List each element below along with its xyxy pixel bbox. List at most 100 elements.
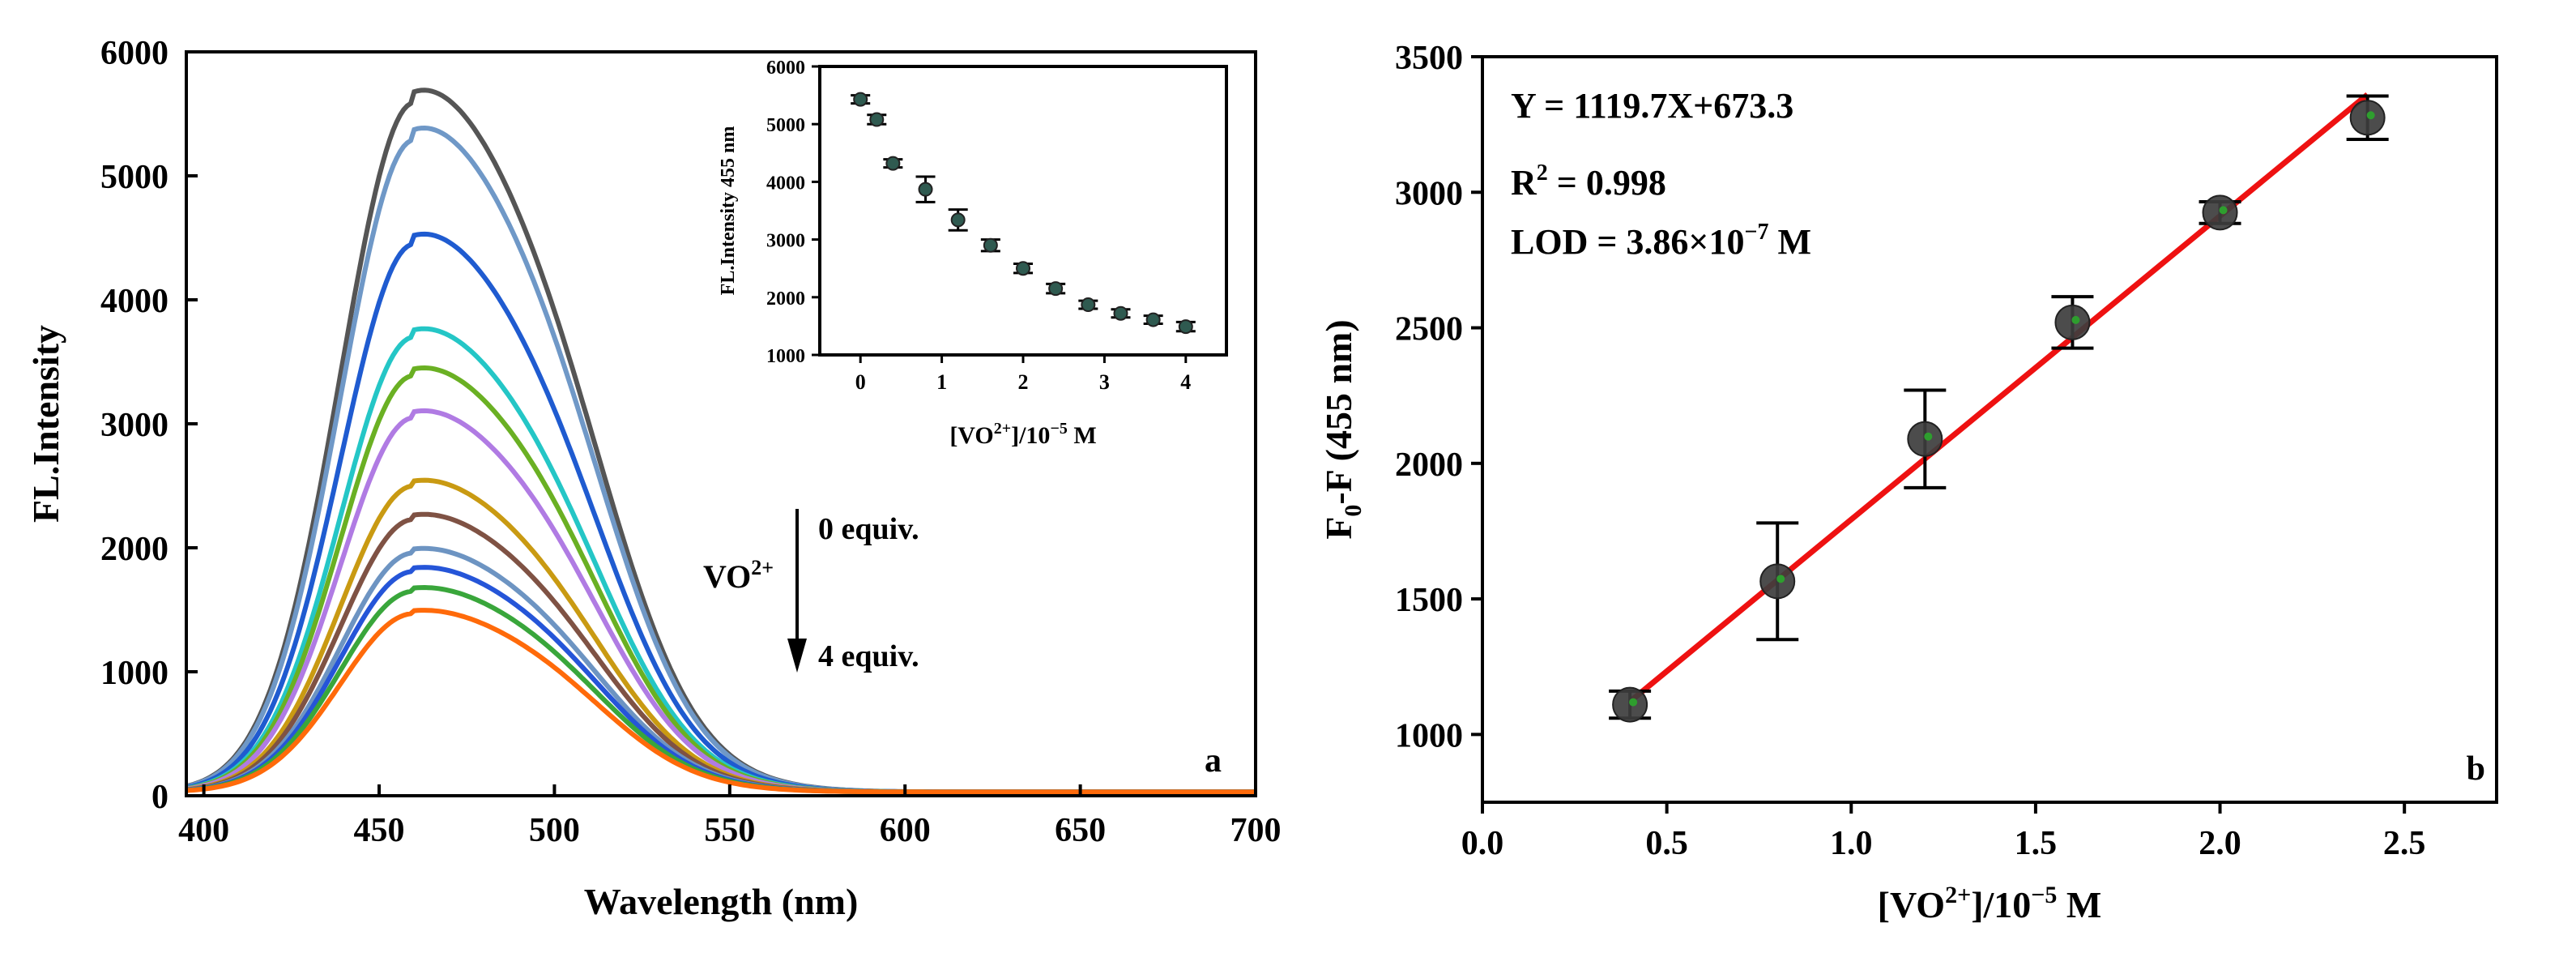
panel-b-xlabel-sup2: −5 — [2031, 882, 2057, 908]
inset-point — [950, 212, 966, 228]
panel-b-ytick-label: 3000 — [1395, 175, 1463, 212]
panel-b-r2-sup: 2 — [1537, 160, 1548, 186]
annotation-ion-base: VO — [703, 558, 751, 595]
inset-xlabel: [VO2+]/10−5 M — [949, 420, 1096, 449]
panel-a-ytick-label: 5000 — [100, 159, 168, 196]
inset-xlabel-sup1: 2+ — [994, 420, 1011, 438]
panel-b-ytick-label: 1000 — [1395, 717, 1463, 754]
spectrum-line-11 — [186, 608, 1256, 795]
inset-point — [1145, 312, 1161, 327]
panel-a-xtick-label: 700 — [1230, 812, 1282, 849]
inset-xlabel-base: [VO — [949, 422, 993, 449]
inset-xtick-label: 4 — [1180, 370, 1191, 394]
inset-ytick-label: 1000 — [766, 346, 805, 367]
panel-b-r2-end: = 0.998 — [1548, 163, 1666, 203]
panel-a-ytick-label: 0 — [151, 779, 168, 816]
panel-b-lod-base: LOD = 3.86×10 — [1511, 222, 1745, 262]
inset-points-group — [851, 92, 1196, 335]
data-point-center — [2219, 206, 2228, 215]
data-point-center — [2071, 315, 2080, 324]
panel-b-xtick-label: 1.5 — [2015, 825, 2058, 862]
inset-ytick-label: 5000 — [766, 115, 805, 136]
inset-point — [1113, 305, 1128, 321]
panel-b-lod-sup: −7 — [1745, 220, 1769, 245]
panel-a-ytick-label: 2000 — [100, 531, 168, 568]
panel-a-axes: 400 450 500 550 600 650 700 0 1000 2000 3000 4000 50… — [100, 35, 1282, 849]
annotation-ion-superscript: 2+ — [751, 556, 774, 579]
inset-point — [853, 92, 868, 107]
inset-point — [1048, 281, 1064, 297]
panel-b-ylabel-end: -F (455 nm) — [1318, 319, 1359, 504]
panel-b-ytick-label: 1500 — [1395, 582, 1463, 619]
inset-ytick-label: 3000 — [766, 231, 805, 252]
inset-chart: 0 1 2 3 4 1000 2000 3000 4000 5000 6000 [VO2+]/10−… — [718, 58, 1228, 449]
inset-ytick-label: 6000 — [766, 58, 805, 79]
panel-b-lod-end: M — [1768, 222, 1811, 262]
panel-b-xlabel-sup1: 2+ — [1945, 882, 1971, 908]
annotation-bottom-label: 4 equiv. — [818, 639, 919, 673]
panel-a-ytick-label: 3000 — [100, 407, 168, 444]
annotation-ion-label: VO2+ — [703, 556, 774, 595]
panel-a-ytick-label: 4000 — [100, 283, 168, 320]
titration-arrow-head — [787, 639, 807, 673]
inset-xlabel-sup2: −5 — [1050, 420, 1067, 438]
inset-frame — [818, 65, 1228, 357]
panel-a-xlabel: Wavelength (nm) — [584, 881, 859, 922]
inset-point — [885, 156, 901, 171]
spectrum-line-5 — [186, 408, 1256, 795]
inset-point — [1016, 261, 1030, 276]
data-point-center — [2366, 111, 2375, 120]
inset-ytick-label: 2000 — [766, 288, 805, 310]
panel-a-ytick-label: 1000 — [100, 655, 168, 692]
inset-point — [869, 112, 885, 127]
panel-b-xtick-label: 0.0 — [1461, 825, 1504, 862]
panel-b-ylabel-sub: 0 — [1340, 505, 1367, 517]
panel-b-ytick-label: 2000 — [1395, 446, 1463, 484]
panel-b-xlabel: [VO2+]/10−5 M — [1878, 882, 2102, 925]
inset-point — [1081, 297, 1096, 313]
inset-point — [983, 237, 998, 253]
panel-a-xtick-label: 650 — [1055, 812, 1106, 849]
panel-b-calibration-chart: 0.0 0.5 1.0 1.5 2.0 2.5 1000 1500 2000 2500 3000 35… — [1318, 40, 2498, 925]
inset-xtick-label: 1 — [936, 370, 947, 394]
panel-b-r2-base: R — [1511, 163, 1537, 203]
panel-b-xtick-label: 0.5 — [1645, 825, 1688, 862]
panel-a-ytick-label: 6000 — [100, 35, 168, 72]
panel-a-xtick-label: 400 — [178, 812, 229, 849]
panel-b-xlabel-base: [VO — [1878, 884, 1945, 925]
panel-b-axes: 0.0 0.5 1.0 1.5 2.0 2.5 1000 1500 2000 2500 3000 35… — [1395, 40, 2425, 862]
panel-a-spectra-chart: 400 450 500 550 600 650 700 0 1000 2000 3000 4000 50… — [25, 35, 1282, 922]
inset-xlabel-mid: ]/10 — [1011, 422, 1050, 449]
inset-xtick-label: 3 — [1099, 370, 1110, 394]
panel-b-label: b — [2467, 750, 2485, 788]
panel-a-xtick-label: 450 — [354, 812, 405, 849]
inset-xtick-label: 2 — [1018, 370, 1029, 394]
panel-b-xlabel-mid: ]/10 — [1971, 884, 2031, 925]
panel-a-xtick-label: 500 — [529, 812, 580, 849]
panel-b-equation: Y = 1119.7X+673.3 — [1511, 86, 1793, 126]
inset-axes: 0 1 2 3 4 1000 2000 3000 4000 5000 6000 — [766, 58, 1191, 394]
panel-b-xtick-label: 2.0 — [2199, 825, 2241, 862]
panel-b-r2: R2 = 0.998 — [1511, 160, 1666, 203]
panel-b-plot-group — [1609, 92, 2389, 723]
inset-point — [1178, 319, 1193, 335]
panel-b-ytick-label: 2500 — [1395, 311, 1463, 348]
panel-b-ytick-label: 3500 — [1395, 40, 1463, 77]
panel-a-label: a — [1205, 742, 1222, 780]
panel-b-xlabel-end: M — [2057, 884, 2101, 925]
annotation-top-label: 0 equiv. — [818, 512, 919, 546]
inset-ytick-label: 4000 — [766, 173, 805, 194]
panel-a-xtick-label: 600 — [880, 812, 931, 849]
panel-b-lod: LOD = 3.86×10−7 M — [1511, 220, 1811, 262]
inset-xlabel-end: M — [1068, 422, 1097, 449]
inset-xtick-label: 0 — [855, 370, 866, 394]
panel-b-ylabel-base: F — [1318, 517, 1359, 540]
fit-line — [1627, 92, 2369, 704]
panel-a-series-group — [186, 88, 1256, 795]
panel-a-ylabel: FL.Intensity — [25, 325, 66, 523]
data-point-center — [1629, 698, 1638, 707]
data-point-center — [1924, 432, 1933, 441]
panel-b-xtick-label: 1.0 — [1830, 825, 1873, 862]
panel-b-xtick-label: 2.5 — [2383, 825, 2426, 862]
